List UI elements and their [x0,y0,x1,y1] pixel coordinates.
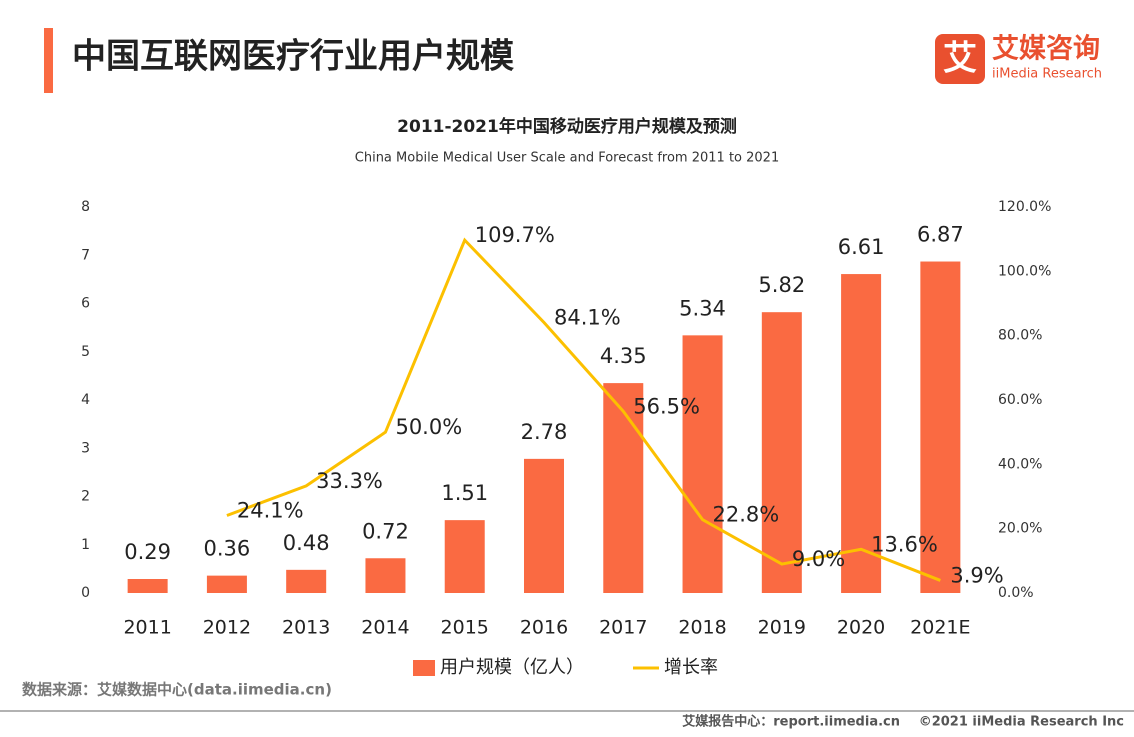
y-tick-label: 6 [81,296,90,312]
bar [761,312,802,593]
bar-value-label: 0.29 [124,540,171,564]
line-value-label: 56.5% [633,394,700,418]
y-tick-label: 3 [81,440,90,456]
bar [286,569,327,593]
x-tick-label: 2019 [758,617,806,639]
line-value-label: 84.1% [554,305,621,329]
line-value-label: 109.7% [475,223,555,247]
page-title: 中国互联网医疗行业用户规模 [72,37,514,77]
bar-value-label: 6.87 [917,223,964,247]
x-tick-label: 2017 [599,617,647,639]
x-tick-label: 2020 [837,617,885,639]
bar [524,458,564,593]
bar-value-label: 4.35 [600,344,647,368]
footer-copyright: ©2021 iiMedia Research Inc [919,715,1124,730]
y2-tick-label: 60.0% [998,392,1042,408]
line-value-label: 9.0% [792,547,845,571]
bar-value-label: 1.51 [441,481,488,505]
y-tick-label: 1 [81,537,90,553]
y2-tick-label: 40.0% [998,456,1042,472]
bar-value-label: 5.82 [758,273,805,297]
chart-title: 2011-2021年中国移动医疗用户规模及预测 [397,116,737,137]
y2-tick-label: 20.0% [998,521,1042,537]
plot: 0123456780.0%20.0%40.0%60.0%80.0%100.0%1… [81,199,1051,678]
line-value-label: 33.3% [316,469,383,493]
bar [603,383,644,593]
x-tick-label: 2018 [678,617,726,639]
logo-mark: 艾 [943,39,977,79]
x-tick-label: 2016 [520,617,568,639]
line-value-label: 50.0% [395,415,462,439]
y2-tick-label: 100.0% [998,263,1051,279]
bar-value-label: 2.78 [521,420,568,444]
bar-value-label: 0.48 [283,531,330,555]
y2-tick-label: 80.0% [998,328,1042,344]
line-value-label: 13.6% [871,532,938,556]
x-tick-label: 2021E [910,617,970,639]
legend-label: 增长率 [664,657,718,678]
bar [127,579,168,593]
line [226,237,941,582]
line-value-label: 3.9% [950,563,1003,587]
y-tick-label: 2 [81,489,90,505]
x-tick-label: 2012 [203,617,251,639]
y-tick-label: 4 [81,392,90,408]
logo-box [935,34,985,84]
source: 数据来源：艾媒数据中心(data.iimedia.cn) [22,681,332,699]
y2-tick-label: 0.0% [998,585,1034,601]
bar [841,274,882,593]
y-tick-label: 7 [81,247,90,263]
x-tick-label: 2013 [282,617,330,639]
legend-swatch [413,660,435,676]
logo-sub: iiMedia Research [992,67,1102,82]
bar-value-label: 0.72 [362,519,409,543]
bar-value-label: 5.34 [679,296,726,320]
y-tick-label: 0 [81,585,90,601]
bar-value-label: 0.36 [204,537,251,561]
footer-report: 艾媒报告中心：report.iimedia.cn [682,714,900,730]
line-value-label: 22.8% [713,503,780,527]
legend-label: 用户规模（亿人） [440,657,584,678]
x-tick-label: 2011 [123,617,171,639]
x-tick-label: 2014 [361,617,409,639]
bar [365,558,406,593]
bar [444,520,485,593]
line-value-label: 24.1% [237,498,304,522]
y2-tick-label: 120.0% [998,199,1051,215]
bar [682,335,723,593]
bar [206,575,247,593]
y-tick-label: 5 [81,344,90,360]
y-tick-label: 8 [81,199,90,215]
title-accent [44,28,53,93]
logo-name: 艾媒咨询 [992,33,1100,65]
bar-value-label: 6.61 [838,235,885,259]
x-tick-label: 2015 [441,617,489,639]
chart-subtitle: China Mobile Medical User Scale and Fore… [355,151,779,166]
bar [920,261,961,593]
